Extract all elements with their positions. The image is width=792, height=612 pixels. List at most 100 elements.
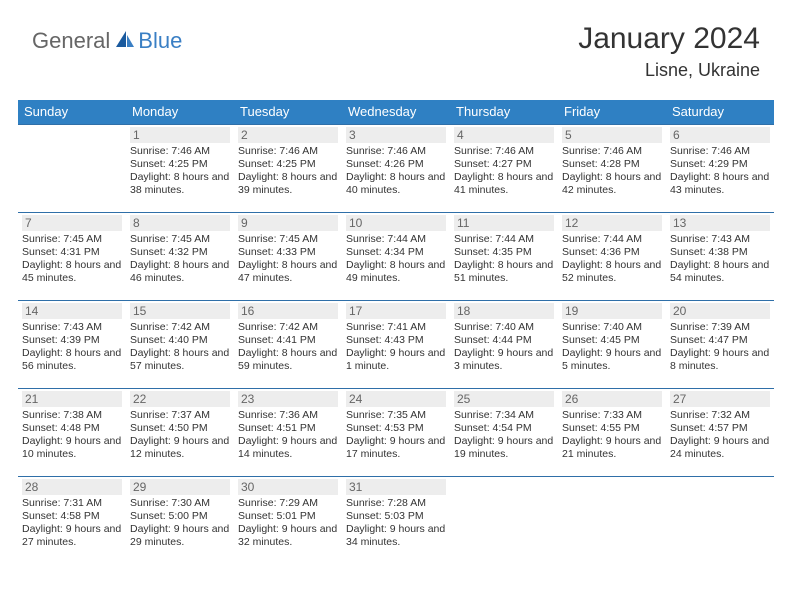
daylight-text: Daylight: 8 hours and 51 minutes. [454,259,554,285]
sunrise-text: Sunrise: 7:46 AM [346,145,446,158]
sunrise-text: Sunrise: 7:46 AM [238,145,338,158]
day-number: 2 [238,127,338,143]
sunset-text: Sunset: 5:01 PM [238,510,338,523]
day-number: 25 [454,391,554,407]
day-header: Thursday [450,100,558,124]
day-number: 1 [130,127,230,143]
sunrise-text: Sunrise: 7:38 AM [22,409,122,422]
cell-details: Sunrise: 7:46 AMSunset: 4:27 PMDaylight:… [454,145,554,198]
brand-text-general: General [32,28,110,54]
day-number: 15 [130,303,230,319]
daylight-text: Daylight: 8 hours and 42 minutes. [562,171,662,197]
daylight-text: Daylight: 9 hours and 10 minutes. [22,435,122,461]
calendar-cell: 13Sunrise: 7:43 AMSunset: 4:38 PMDayligh… [666,212,774,300]
daylight-text: Daylight: 9 hours and 21 minutes. [562,435,662,461]
calendar-cell: 15 Sunrise: 7:42 AMSunset: 4:40 PMDayligh… [126,300,234,388]
day-number: 19 [562,303,662,319]
calendar-cell: 4 Sunrise: 7:46 AMSunset: 4:27 PMDaylight… [450,124,558,212]
daylight-text: Daylight: 8 hours and 45 minutes. [22,259,122,285]
sunrise-text: Sunrise: 7:42 AM [238,321,338,334]
day-number: 23 [238,391,338,407]
day-number: 26 [562,391,662,407]
sunset-text: Sunset: 4:40 PM [130,334,230,347]
sunrise-text: Sunrise: 7:43 AM [22,321,122,334]
cell-details: Sunrise: 7:45 AMSunset: 4:33 PMDaylight:… [238,233,338,286]
sunset-text: Sunset: 4:43 PM [346,334,446,347]
daylight-text: Daylight: 8 hours and 43 minutes. [670,171,770,197]
daylight-text: Daylight: 8 hours and 57 minutes. [130,347,230,373]
cell-details: Sunrise: 7:44 AMSunset: 4:35 PMDaylight:… [454,233,554,286]
day-number: 20 [670,303,770,319]
calendar-grid: SundayMondayTuesdayWednesdayThursdayFrid… [18,100,774,564]
day-number: 29 [130,479,230,495]
calendar-cell: 28 Sunrise: 7:31 AMSunset: 4:58 PMDayligh… [18,476,126,564]
day-header: Friday [558,100,666,124]
cell-details: Sunrise: 7:46 AMSunset: 4:25 PMDaylight:… [238,145,338,198]
sunrise-text: Sunrise: 7:44 AM [562,233,662,246]
cell-details: Sunrise: 7:31 AMSunset: 4:58 PMDaylight:… [22,497,122,550]
calendar-cell: 24 Sunrise: 7:35 AMSunset: 4:53 PMDayligh… [342,388,450,476]
daylight-text: Daylight: 9 hours and 8 minutes. [670,347,770,373]
daylight-text: Daylight: 8 hours and 41 minutes. [454,171,554,197]
sail-icon [114,29,136,54]
cell-details: Sunrise: 7:38 AMSunset: 4:48 PMDaylight:… [22,409,122,462]
day-number: 9 [238,215,338,231]
brand-text-blue: Blue [138,28,182,54]
day-number [670,479,770,495]
day-number: 24 [346,391,446,407]
daylight-text: Daylight: 8 hours and 59 minutes. [238,347,338,373]
sunset-text: Sunset: 4:33 PM [238,246,338,259]
sunrise-text: Sunrise: 7:46 AM [454,145,554,158]
day-number: 8 [130,215,230,231]
sunset-text: Sunset: 4:27 PM [454,158,554,171]
day-number: 18 [454,303,554,319]
sunrise-text: Sunrise: 7:40 AM [562,321,662,334]
day-number: 12 [562,215,662,231]
sunset-text: Sunset: 4:48 PM [22,422,122,435]
sunset-text: Sunset: 4:51 PM [238,422,338,435]
daylight-text: Daylight: 8 hours and 40 minutes. [346,171,446,197]
day-number: 28 [22,479,122,495]
daylight-text: Daylight: 9 hours and 14 minutes. [238,435,338,461]
day-number: 21 [22,391,122,407]
calendar-cell: 26Sunrise: 7:33 AMSunset: 4:55 PMDayligh… [558,388,666,476]
calendar-cell [666,476,774,564]
cell-details: Sunrise: 7:34 AMSunset: 4:54 PMDaylight:… [454,409,554,462]
day-number: 4 [454,127,554,143]
day-number: 30 [238,479,338,495]
calendar-cell: 30Sunrise: 7:29 AMSunset: 5:01 PMDayligh… [234,476,342,564]
sunset-text: Sunset: 4:31 PM [22,246,122,259]
sunrise-text: Sunrise: 7:30 AM [130,497,230,510]
daylight-text: Daylight: 8 hours and 56 minutes. [22,347,122,373]
cell-details: Sunrise: 7:40 AMSunset: 4:45 PMDaylight:… [562,321,662,374]
calendar-cell: 22Sunrise: 7:37 AMSunset: 4:50 PMDayligh… [126,388,234,476]
sunrise-text: Sunrise: 7:29 AM [238,497,338,510]
sunrise-text: Sunrise: 7:39 AM [670,321,770,334]
cell-details: Sunrise: 7:37 AMSunset: 4:50 PMDaylight:… [130,409,230,462]
sunrise-text: Sunrise: 7:35 AM [346,409,446,422]
sunrise-text: Sunrise: 7:46 AM [562,145,662,158]
daylight-text: Daylight: 8 hours and 47 minutes. [238,259,338,285]
cell-details: Sunrise: 7:45 AMSunset: 4:32 PMDaylight:… [130,233,230,286]
daylight-text: Daylight: 9 hours and 17 minutes. [346,435,446,461]
cell-details: Sunrise: 7:35 AMSunset: 4:53 PMDaylight:… [346,409,446,462]
sunset-text: Sunset: 4:28 PM [562,158,662,171]
calendar-cell: 31Sunrise: 7:28 AMSunset: 5:03 PMDayligh… [342,476,450,564]
day-number: 31 [346,479,446,495]
sunset-text: Sunset: 4:55 PM [562,422,662,435]
sunrise-text: Sunrise: 7:46 AM [670,145,770,158]
day-number: 14 [22,303,122,319]
day-header: Saturday [666,100,774,124]
cell-details: Sunrise: 7:46 AMSunset: 4:25 PMDaylight:… [130,145,230,198]
daylight-text: Daylight: 8 hours and 54 minutes. [670,259,770,285]
sunrise-text: Sunrise: 7:41 AM [346,321,446,334]
daylight-text: Daylight: 9 hours and 3 minutes. [454,347,554,373]
calendar-cell: 3 Sunrise: 7:46 AMSunset: 4:26 PMDaylight… [342,124,450,212]
calendar-cell: 7Sunrise: 7:45 AMSunset: 4:31 PMDaylight… [18,212,126,300]
day-number: 3 [346,127,446,143]
sunrise-text: Sunrise: 7:43 AM [670,233,770,246]
sunset-text: Sunset: 4:26 PM [346,158,446,171]
cell-details: Sunrise: 7:42 AMSunset: 4:40 PMDaylight:… [130,321,230,374]
calendar-cell [18,124,126,212]
calendar-cell: 9 Sunrise: 7:45 AMSunset: 4:33 PMDaylight… [234,212,342,300]
